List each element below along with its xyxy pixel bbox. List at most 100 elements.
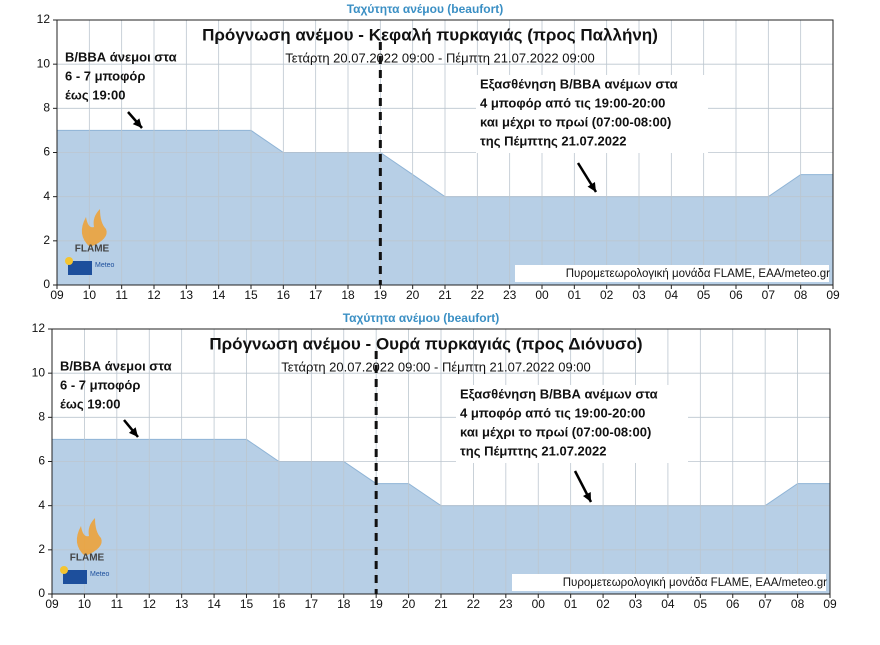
chart-subtitle: Τετάρτη 20.07.2022 09:00 - Πέμπτη 21.07.…: [285, 50, 595, 65]
logo-dot: [60, 566, 68, 574]
y-tick-label: 4: [38, 498, 45, 512]
annotation: Εξασθένηση Β/ΒΒΑ ανέμων στα: [460, 386, 658, 401]
logo-text: Meteo: [90, 571, 110, 578]
logo-dot: [65, 257, 73, 265]
x-tick-label: 20: [402, 597, 416, 611]
chart-title: Πρόγνωση ανέμου - Κεφαλή πυρκαγιάς (προς…: [202, 25, 658, 44]
y-tick-label: 6: [38, 454, 45, 468]
x-tick-label: 17: [305, 597, 319, 611]
x-tick-label: 09: [50, 288, 64, 302]
credit-bg: [515, 265, 829, 282]
x-tick-label: 01: [568, 288, 582, 302]
x-tick-label: 08: [794, 288, 808, 302]
x-tick-label: 22: [467, 597, 481, 611]
annotation: και μέχρι το πρωί (07:00-08:00): [460, 424, 651, 439]
logo-mark: [68, 261, 92, 275]
x-tick-label: 18: [337, 597, 351, 611]
x-tick-label: 04: [665, 288, 679, 302]
x-tick-label: 09: [826, 288, 840, 302]
x-tick-label: 07: [758, 597, 772, 611]
x-tick-label: 11: [115, 288, 128, 302]
x-tick-label: 11: [111, 597, 124, 611]
logo-flame: [81, 209, 107, 247]
x-tick-label: 08: [791, 597, 805, 611]
x-tick-label: 03: [632, 288, 646, 302]
logo-flame: [76, 518, 102, 556]
annotation-bg: [456, 385, 688, 463]
x-tick-label: 03: [629, 597, 643, 611]
annotation: 4 μποφόρ από τις 19:00-20:00: [460, 405, 645, 420]
annotation: έως 19:00: [65, 87, 125, 102]
x-tick-label: 10: [78, 597, 92, 611]
logo-mark: [63, 570, 87, 584]
y-tick-label: 8: [43, 101, 50, 115]
credit-bg: [512, 574, 826, 591]
annotation: 6 - 7 μποφόρ: [65, 68, 145, 83]
x-tick-label: 20: [406, 288, 420, 302]
arrow-head: [587, 182, 596, 192]
y-tick-label: 10: [37, 56, 51, 70]
x-tick-label: 21: [434, 597, 448, 611]
x-tick-label: 16: [272, 597, 286, 611]
logo-text: FLAME: [70, 553, 105, 564]
x-tick-label: 05: [694, 597, 708, 611]
x-tick-label: 23: [503, 288, 517, 302]
x-tick-label: 00: [535, 288, 549, 302]
x-tick-label: 06: [729, 288, 743, 302]
annotation-bg: [476, 75, 708, 153]
credit: Πυρομετεωρολογική μονάδα FLAME, ΕΑΑ/mete…: [563, 577, 827, 589]
y-tick-label: 12: [37, 12, 51, 26]
x-tick-label: 21: [438, 288, 452, 302]
x-tick-label: 06: [726, 597, 740, 611]
x-tick-label: 01: [564, 597, 578, 611]
x-tick-label: 17: [309, 288, 323, 302]
x-tick-label: 10: [83, 288, 97, 302]
annotation: Εξασθένηση Β/ΒΒΑ ανέμων στα: [480, 76, 678, 91]
x-tick-label: 23: [499, 597, 513, 611]
y-tick-label: 8: [38, 410, 45, 424]
annotation: 4 μποφόρ από τις 19:00-20:00: [480, 95, 665, 110]
logo-text: FLAME: [75, 244, 110, 255]
y-tick-label: 4: [43, 189, 50, 203]
y-tick-label: 6: [43, 145, 50, 159]
x-tick-label: 07: [762, 288, 776, 302]
x-tick-label: 18: [341, 288, 355, 302]
x-tick-label: 22: [471, 288, 485, 302]
annotation: 6 - 7 μποφόρ: [60, 377, 140, 392]
x-tick-label: 09: [823, 597, 837, 611]
x-tick-label: 14: [207, 597, 221, 611]
arrow-head: [128, 427, 138, 437]
chart-title: Πρόγνωση ανέμου - Ουρά πυρκαγιάς (προς Δ…: [209, 334, 642, 353]
annotation: της Πέμπτης 21.07.2022: [480, 133, 626, 148]
y-tick-label: 12: [32, 321, 46, 335]
x-tick-label: 13: [180, 288, 194, 302]
y-tick-label: 10: [32, 365, 46, 379]
x-tick-label: 12: [143, 597, 157, 611]
annotation: και μέχρι το πρωί (07:00-08:00): [480, 114, 671, 129]
x-tick-label: 14: [212, 288, 226, 302]
annotation: έως 19:00: [60, 396, 120, 411]
y-tick-label: 0: [38, 586, 45, 600]
x-tick-label: 19: [374, 288, 388, 302]
arrow-head: [132, 118, 142, 128]
y-tick-label: 2: [43, 233, 50, 247]
y-tick-label: 0: [43, 277, 50, 291]
header: Ταχύτητα ανέμου (beaufort): [343, 311, 500, 325]
x-tick-label: 02: [596, 597, 610, 611]
x-tick-label: 04: [661, 597, 675, 611]
x-tick-label: 19: [369, 597, 383, 611]
x-tick-label: 15: [240, 597, 254, 611]
annotation: Β/ΒΒΑ άνεμοι στα: [65, 49, 177, 64]
x-tick-label: 16: [277, 288, 291, 302]
x-tick-label: 15: [244, 288, 258, 302]
x-tick-label: 00: [532, 597, 546, 611]
chart-subtitle: Τετάρτη 20.07.2022 09:00 - Πέμπτη 21.07.…: [281, 359, 591, 374]
y-tick-label: 2: [38, 542, 45, 556]
x-tick-label: 09: [45, 597, 59, 611]
x-tick-label: 05: [697, 288, 711, 302]
x-tick-label: 12: [147, 288, 161, 302]
header: Ταχύτητα ανέμου (beaufort): [347, 2, 504, 16]
arrow-head: [583, 492, 591, 502]
annotation: της Πέμπτης 21.07.2022: [460, 443, 606, 458]
